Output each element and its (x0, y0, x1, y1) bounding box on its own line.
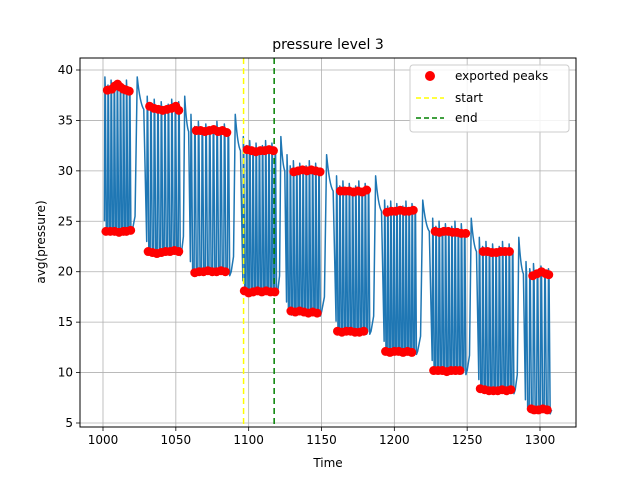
legend-label-end: end (455, 111, 478, 125)
x-tick-label: 1150 (306, 433, 337, 447)
peak-point (359, 326, 369, 336)
peak-point (504, 247, 514, 257)
x-axis-label: Time (312, 456, 342, 470)
exported-peaks-series (101, 79, 554, 415)
x-axis: 1000 1050 1100 1150 1200 1250 1300 (88, 427, 556, 447)
y-tick-label: 10 (58, 366, 73, 380)
legend-box (409, 64, 570, 133)
peak-point (407, 347, 417, 357)
peak-point (544, 270, 554, 280)
x-tick-label: 1050 (161, 433, 192, 447)
peak-point (268, 146, 278, 156)
y-tick-label: 20 (58, 265, 73, 279)
y-tick-label: 15 (58, 315, 73, 329)
plot-frame (79, 57, 577, 428)
peak-point (220, 267, 230, 277)
peak-point (362, 185, 372, 195)
peak-point (506, 385, 516, 395)
x-tick-label: 1000 (88, 433, 119, 447)
peak-point (174, 247, 184, 257)
peak-point (174, 105, 184, 115)
peak-point (315, 167, 325, 177)
y-tick-label: 5 (65, 416, 73, 430)
x-tick-label: 1250 (452, 433, 483, 447)
peak-point (461, 228, 471, 238)
y-axis: 5 10 15 20 25 30 35 40 (58, 63, 80, 430)
x-tick-label: 1200 (379, 433, 410, 447)
peak-point (312, 308, 322, 318)
legend-marker-exported-peaks (425, 71, 435, 81)
peak-point (542, 405, 552, 415)
peak-point (126, 225, 136, 235)
x-tick-label: 1300 (525, 433, 556, 447)
x-tick-label: 1100 (233, 433, 264, 447)
marker-lines (242, 58, 275, 427)
peak-point (124, 86, 134, 96)
y-tick-label: 30 (58, 164, 73, 178)
y-tick-label: 40 (58, 63, 73, 77)
chart-title: pressure level 3 (272, 37, 384, 53)
legend: exported peaks start end (409, 64, 570, 133)
peak-point (455, 366, 465, 376)
peak-point (222, 128, 232, 138)
peak-point (408, 205, 418, 215)
y-tick-label: 25 (58, 214, 73, 228)
legend-label-exported-peaks: exported peaks (455, 69, 548, 83)
legend-label-start: start (455, 91, 483, 105)
peak-point (270, 287, 280, 297)
y-axis-label: avg(pressure) (34, 200, 48, 283)
y-tick-label: 35 (58, 113, 73, 127)
